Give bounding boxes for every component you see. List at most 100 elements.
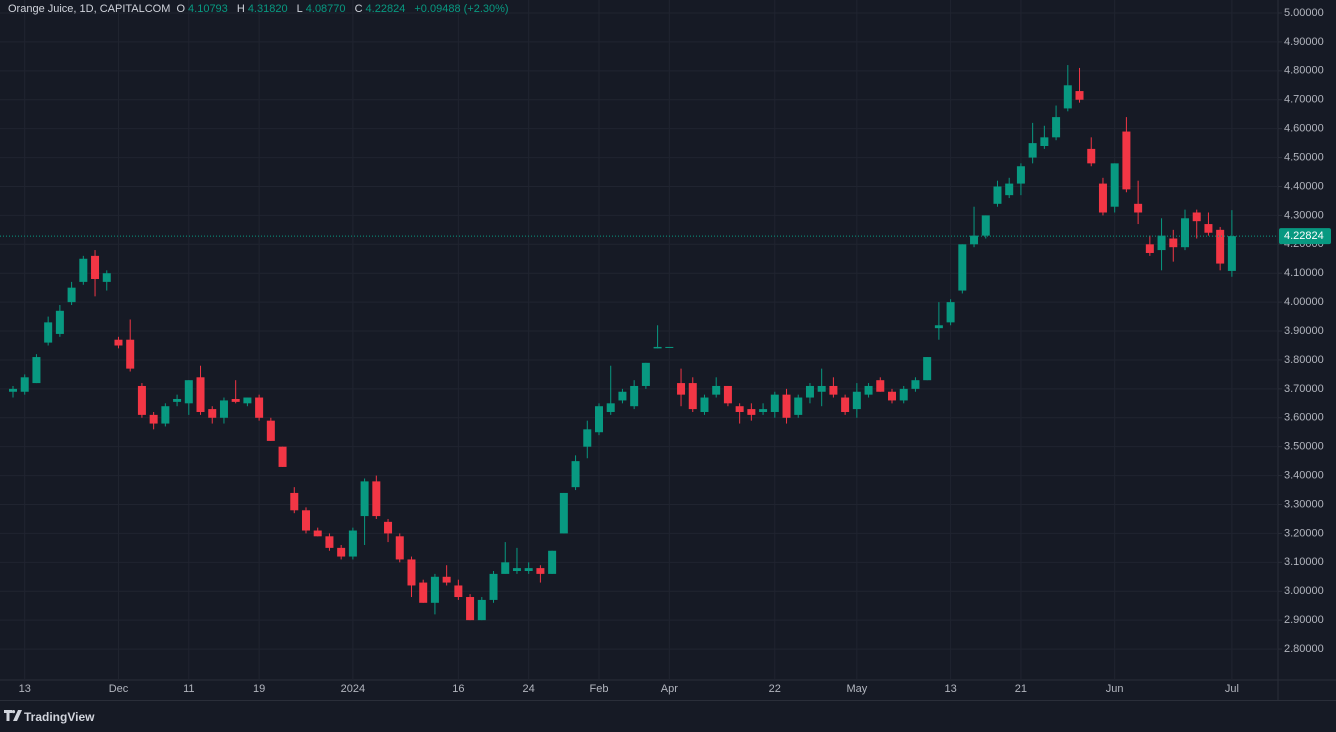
candle-body	[993, 186, 1002, 204]
candle-body	[641, 362, 650, 386]
y-tick-label: 3.40000	[1284, 470, 1324, 482]
candle-body	[735, 406, 744, 412]
legend-label: C	[354, 3, 363, 15]
y-tick-label: 3.60000	[1284, 412, 1324, 424]
candle-body	[1098, 183, 1107, 213]
candle-body	[618, 391, 627, 401]
y-tick-label: 5.00000	[1284, 7, 1324, 19]
candle-body	[1087, 148, 1096, 164]
candle-body	[794, 397, 803, 415]
candle-body	[91, 255, 100, 279]
candle-body	[1134, 203, 1143, 213]
candle-body	[32, 357, 41, 384]
candle-body	[536, 568, 545, 574]
x-tick-label: Feb	[590, 683, 609, 695]
y-tick-label: 3.90000	[1284, 325, 1324, 337]
candle-body	[583, 429, 592, 447]
x-tick-label: 19	[253, 683, 265, 695]
y-tick-label: 3.30000	[1284, 498, 1324, 510]
y-tick-label: 3.80000	[1284, 354, 1324, 366]
y-tick-label: 2.80000	[1284, 643, 1324, 655]
candle-body	[79, 258, 88, 282]
candle-body	[442, 576, 451, 583]
x-tick-label: 13	[944, 683, 956, 695]
candle-body	[1157, 235, 1166, 251]
candle-body	[559, 492, 568, 534]
x-tick-label: 22	[769, 683, 781, 695]
x-tick-label: Jun	[1106, 683, 1124, 695]
x-tick-label: Dec	[109, 683, 129, 695]
candle-body	[1181, 218, 1189, 248]
candle-body	[688, 383, 697, 410]
x-tick-label: 13	[19, 683, 31, 695]
candle-body	[243, 397, 252, 404]
symbol-title: Orange Juice, 1D, CAPITALCOM	[8, 3, 171, 15]
y-tick-label: 3.70000	[1284, 383, 1324, 395]
x-tick-label: 16	[452, 683, 464, 695]
candle-body	[337, 547, 346, 557]
candle-body	[747, 409, 756, 415]
candle-body	[630, 385, 639, 407]
candle-body	[970, 235, 979, 245]
footer: TradingView	[0, 701, 1336, 732]
candle-body	[805, 385, 814, 398]
candle-body	[958, 244, 967, 291]
candle-body	[1005, 183, 1014, 196]
legend-value: 4.22824	[365, 3, 406, 15]
candle-body	[372, 481, 381, 517]
candle-body	[677, 383, 686, 395]
y-tick-label: 4.10000	[1284, 267, 1324, 279]
candle-body	[1169, 238, 1178, 248]
last-price-box	[1279, 228, 1331, 245]
candle-body	[231, 398, 240, 402]
candle-body	[126, 339, 135, 369]
candle-body	[454, 585, 463, 598]
y-tick-label: 3.10000	[1284, 556, 1324, 568]
y-tick-label: 3.20000	[1284, 527, 1324, 539]
candle-body	[466, 597, 475, 621]
candle-body	[759, 409, 768, 412]
legend-value: 4.10793	[188, 3, 228, 15]
candle-body	[266, 420, 275, 441]
legend-value: 4.08770	[305, 3, 346, 15]
candle-body	[1052, 117, 1061, 138]
candle-body	[934, 325, 943, 329]
candle-body	[817, 385, 826, 392]
candle-body	[946, 302, 955, 323]
y-tick-label: 4.50000	[1284, 151, 1324, 163]
candle-body	[770, 394, 779, 412]
x-tick-label: May	[846, 683, 867, 695]
candle-body	[196, 377, 205, 412]
candle-body	[852, 391, 861, 410]
candle-body	[137, 385, 146, 415]
candle-body	[1122, 131, 1131, 190]
candle-body	[184, 380, 193, 404]
y-tick-label: 4.90000	[1284, 36, 1324, 48]
y-tick-label: 4.70000	[1284, 94, 1324, 106]
candle-body	[1016, 166, 1025, 184]
candle-body	[360, 481, 369, 517]
candle-body	[1192, 212, 1201, 222]
candle-body	[114, 339, 123, 346]
legend-label: L	[296, 3, 303, 15]
y-tick-label: 4.80000	[1284, 65, 1324, 77]
y-tick-label: 4.60000	[1284, 123, 1324, 135]
candle-body	[419, 582, 428, 603]
candle-body	[841, 397, 850, 412]
candle-body	[512, 568, 521, 572]
candle-body	[208, 409, 217, 418]
legend-change: +0.09488 (+2.30%)	[414, 3, 509, 15]
legend-value: 4.31820	[247, 3, 288, 15]
legend-label: O	[176, 3, 186, 15]
candle-body	[313, 530, 322, 537]
candle-body	[864, 385, 873, 395]
candle-body	[548, 550, 557, 574]
y-tick-label: 4.00000	[1284, 296, 1324, 308]
candle-body	[501, 562, 510, 574]
candle-body	[524, 568, 533, 572]
candle-body	[1227, 236, 1236, 271]
background	[0, 0, 1336, 701]
candle-body	[571, 461, 580, 488]
